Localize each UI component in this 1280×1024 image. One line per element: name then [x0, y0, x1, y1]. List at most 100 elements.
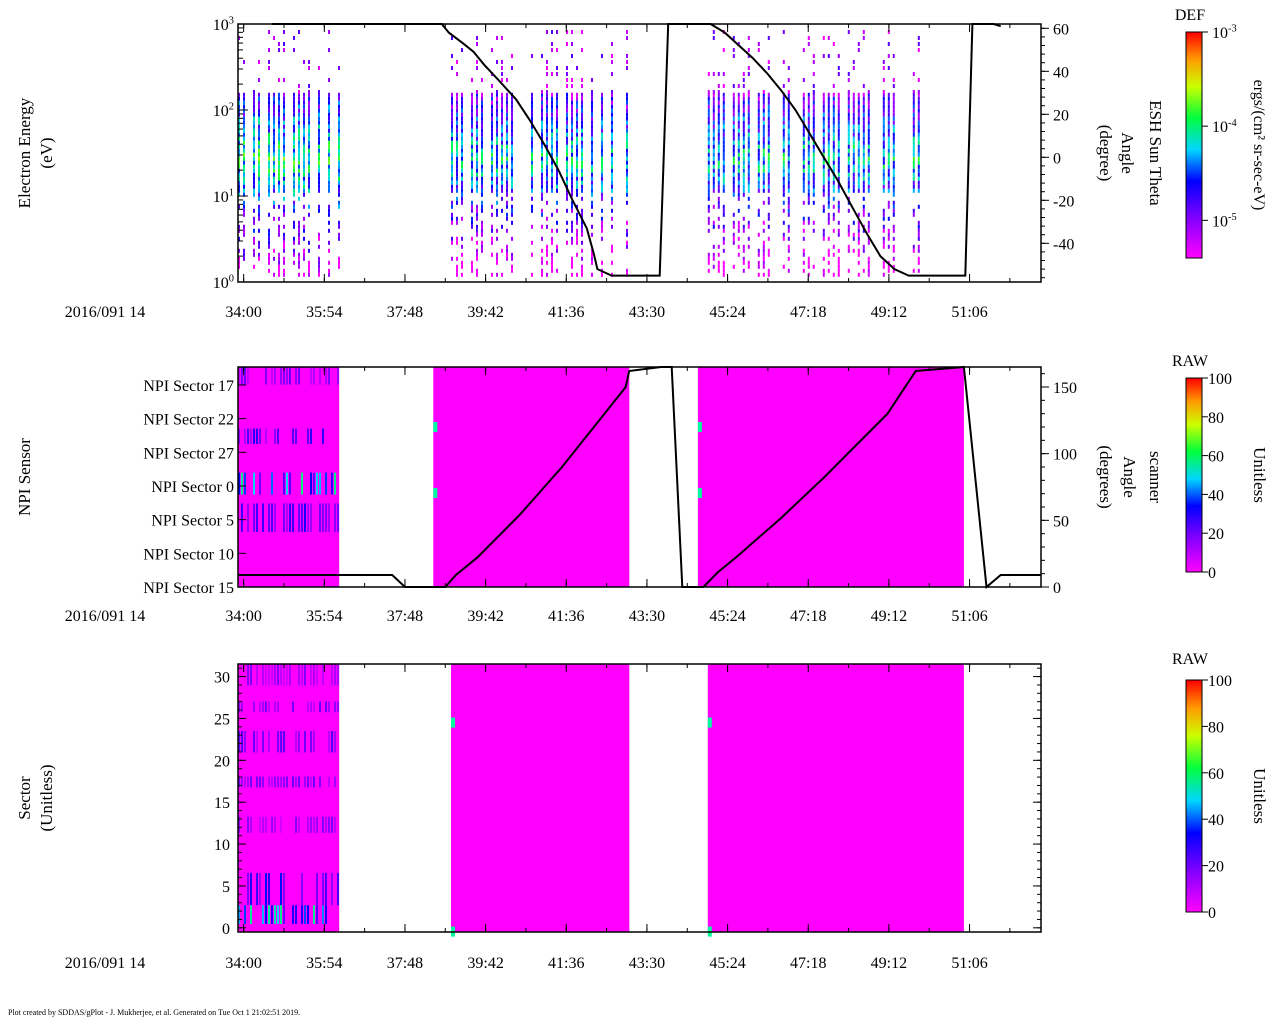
heatmap-cell	[566, 180, 568, 185]
heatmap-cell	[887, 136, 890, 141]
heatmap-cell	[278, 48, 280, 52]
heatmap-cell	[767, 108, 770, 113]
heatmap-cell	[787, 104, 790, 109]
heatmap-cell	[717, 168, 720, 173]
heatmap-cell	[787, 200, 790, 205]
heatmap-cell	[456, 96, 458, 101]
heatmap-cell	[531, 54, 533, 58]
heatmap-cell	[546, 160, 548, 165]
heatmap-cell	[303, 148, 305, 153]
heatmap-cell	[626, 104, 628, 109]
heatmap-cell	[293, 144, 295, 149]
heatmap-cell	[712, 96, 715, 101]
heatmap-cell	[571, 228, 573, 233]
heatmap-cell	[837, 116, 840, 121]
heatmap-cell	[837, 120, 840, 125]
heatmap-cell	[707, 128, 710, 133]
heatmap-cell	[812, 220, 815, 225]
heatmap-cell	[471, 112, 473, 117]
heatmap-cell	[551, 184, 553, 189]
heatmap-cell	[742, 136, 745, 141]
heatmap-cell	[456, 256, 458, 261]
heatmap-cell	[501, 136, 503, 141]
heatmap-cell	[268, 873, 270, 906]
heatmap-cell	[827, 112, 830, 117]
heatmap-cell	[576, 160, 578, 165]
heatmap-cell	[471, 220, 473, 225]
heatmap-cell	[847, 172, 850, 177]
heatmap-cell	[857, 168, 860, 173]
heatmap-cell	[591, 100, 593, 105]
heatmap-cell	[581, 264, 583, 269]
heatmap-cell	[722, 212, 725, 217]
heatmap-cell	[591, 112, 593, 117]
heatmap-cell	[511, 96, 513, 101]
heatmap-cell	[506, 188, 508, 193]
heatmap-cell	[757, 140, 760, 145]
y2-tick-label: 20	[1053, 107, 1069, 124]
heatmap-cell	[581, 188, 583, 193]
heatmap-cell	[318, 148, 320, 153]
heatmap-cell	[511, 188, 513, 193]
heatmap-cell	[576, 184, 578, 189]
heatmap-cell	[546, 116, 548, 121]
heatmap-cell	[626, 240, 628, 245]
heatmap-cell	[273, 272, 275, 277]
heatmap-cell	[782, 140, 785, 145]
heatmap-cell	[566, 128, 568, 133]
heatmap-cell	[496, 192, 498, 197]
heatmap-cell	[273, 132, 275, 137]
heatmap-cell	[737, 184, 740, 189]
heatmap-cell	[551, 108, 553, 113]
heatmap-cell	[807, 264, 810, 269]
heatmap-cell	[280, 731, 282, 753]
heatmap-cell	[581, 256, 583, 261]
heatmap-cell	[298, 120, 300, 125]
heatmap-cell	[253, 104, 255, 109]
heatmap-cell	[278, 112, 280, 117]
heatmap-cell	[328, 148, 330, 153]
heatmap-cell	[807, 272, 810, 277]
heatmap-cell	[318, 236, 320, 241]
heatmap-cell	[576, 252, 578, 257]
heatmap-cell	[802, 248, 805, 253]
heatmap-cell	[591, 144, 593, 149]
colorbar-label: Unitless	[1250, 447, 1269, 503]
heatmap-cell	[732, 176, 735, 181]
heatmap-cell	[481, 120, 483, 125]
heatmap-cell	[742, 96, 745, 101]
heatmap-cell	[867, 236, 870, 241]
colorbar-gradient	[1185, 31, 1203, 259]
heatmap-cell	[762, 148, 765, 153]
heatmap-cell	[717, 188, 720, 193]
heatmap-cell	[847, 96, 850, 101]
heatmap-cell	[762, 272, 765, 277]
heatmap-cell	[862, 184, 865, 189]
heatmap-cell	[338, 220, 340, 225]
heatmap-cell	[882, 152, 885, 157]
heatmap-cell	[862, 116, 865, 121]
heatmap-cell	[268, 148, 270, 153]
heatmap-cell	[481, 168, 483, 173]
heatmap-cell	[591, 164, 593, 169]
heatmap-cell	[767, 120, 770, 125]
heatmap-cell	[501, 132, 503, 137]
heatmap-cell	[556, 116, 558, 121]
heatmap-cell	[476, 116, 478, 121]
heatmap-cell	[747, 168, 750, 173]
x-tick-label: 39:42	[467, 955, 503, 972]
heatmap-cell	[887, 132, 890, 137]
heatmap-cell	[822, 168, 825, 173]
heatmap-cell	[892, 180, 895, 185]
heatmap-cell	[283, 78, 285, 82]
heatmap-cell	[571, 140, 573, 145]
heatmap-cell	[293, 104, 295, 109]
heatmap-cell	[551, 236, 553, 241]
heatmap-cell	[541, 152, 543, 157]
heatmap-cell	[491, 224, 493, 229]
heatmap-cell	[707, 156, 710, 161]
heatmap-cell	[591, 152, 593, 157]
heatmap-cell	[737, 104, 740, 109]
heatmap-cell	[762, 156, 765, 161]
heatmap-cell	[531, 152, 533, 157]
